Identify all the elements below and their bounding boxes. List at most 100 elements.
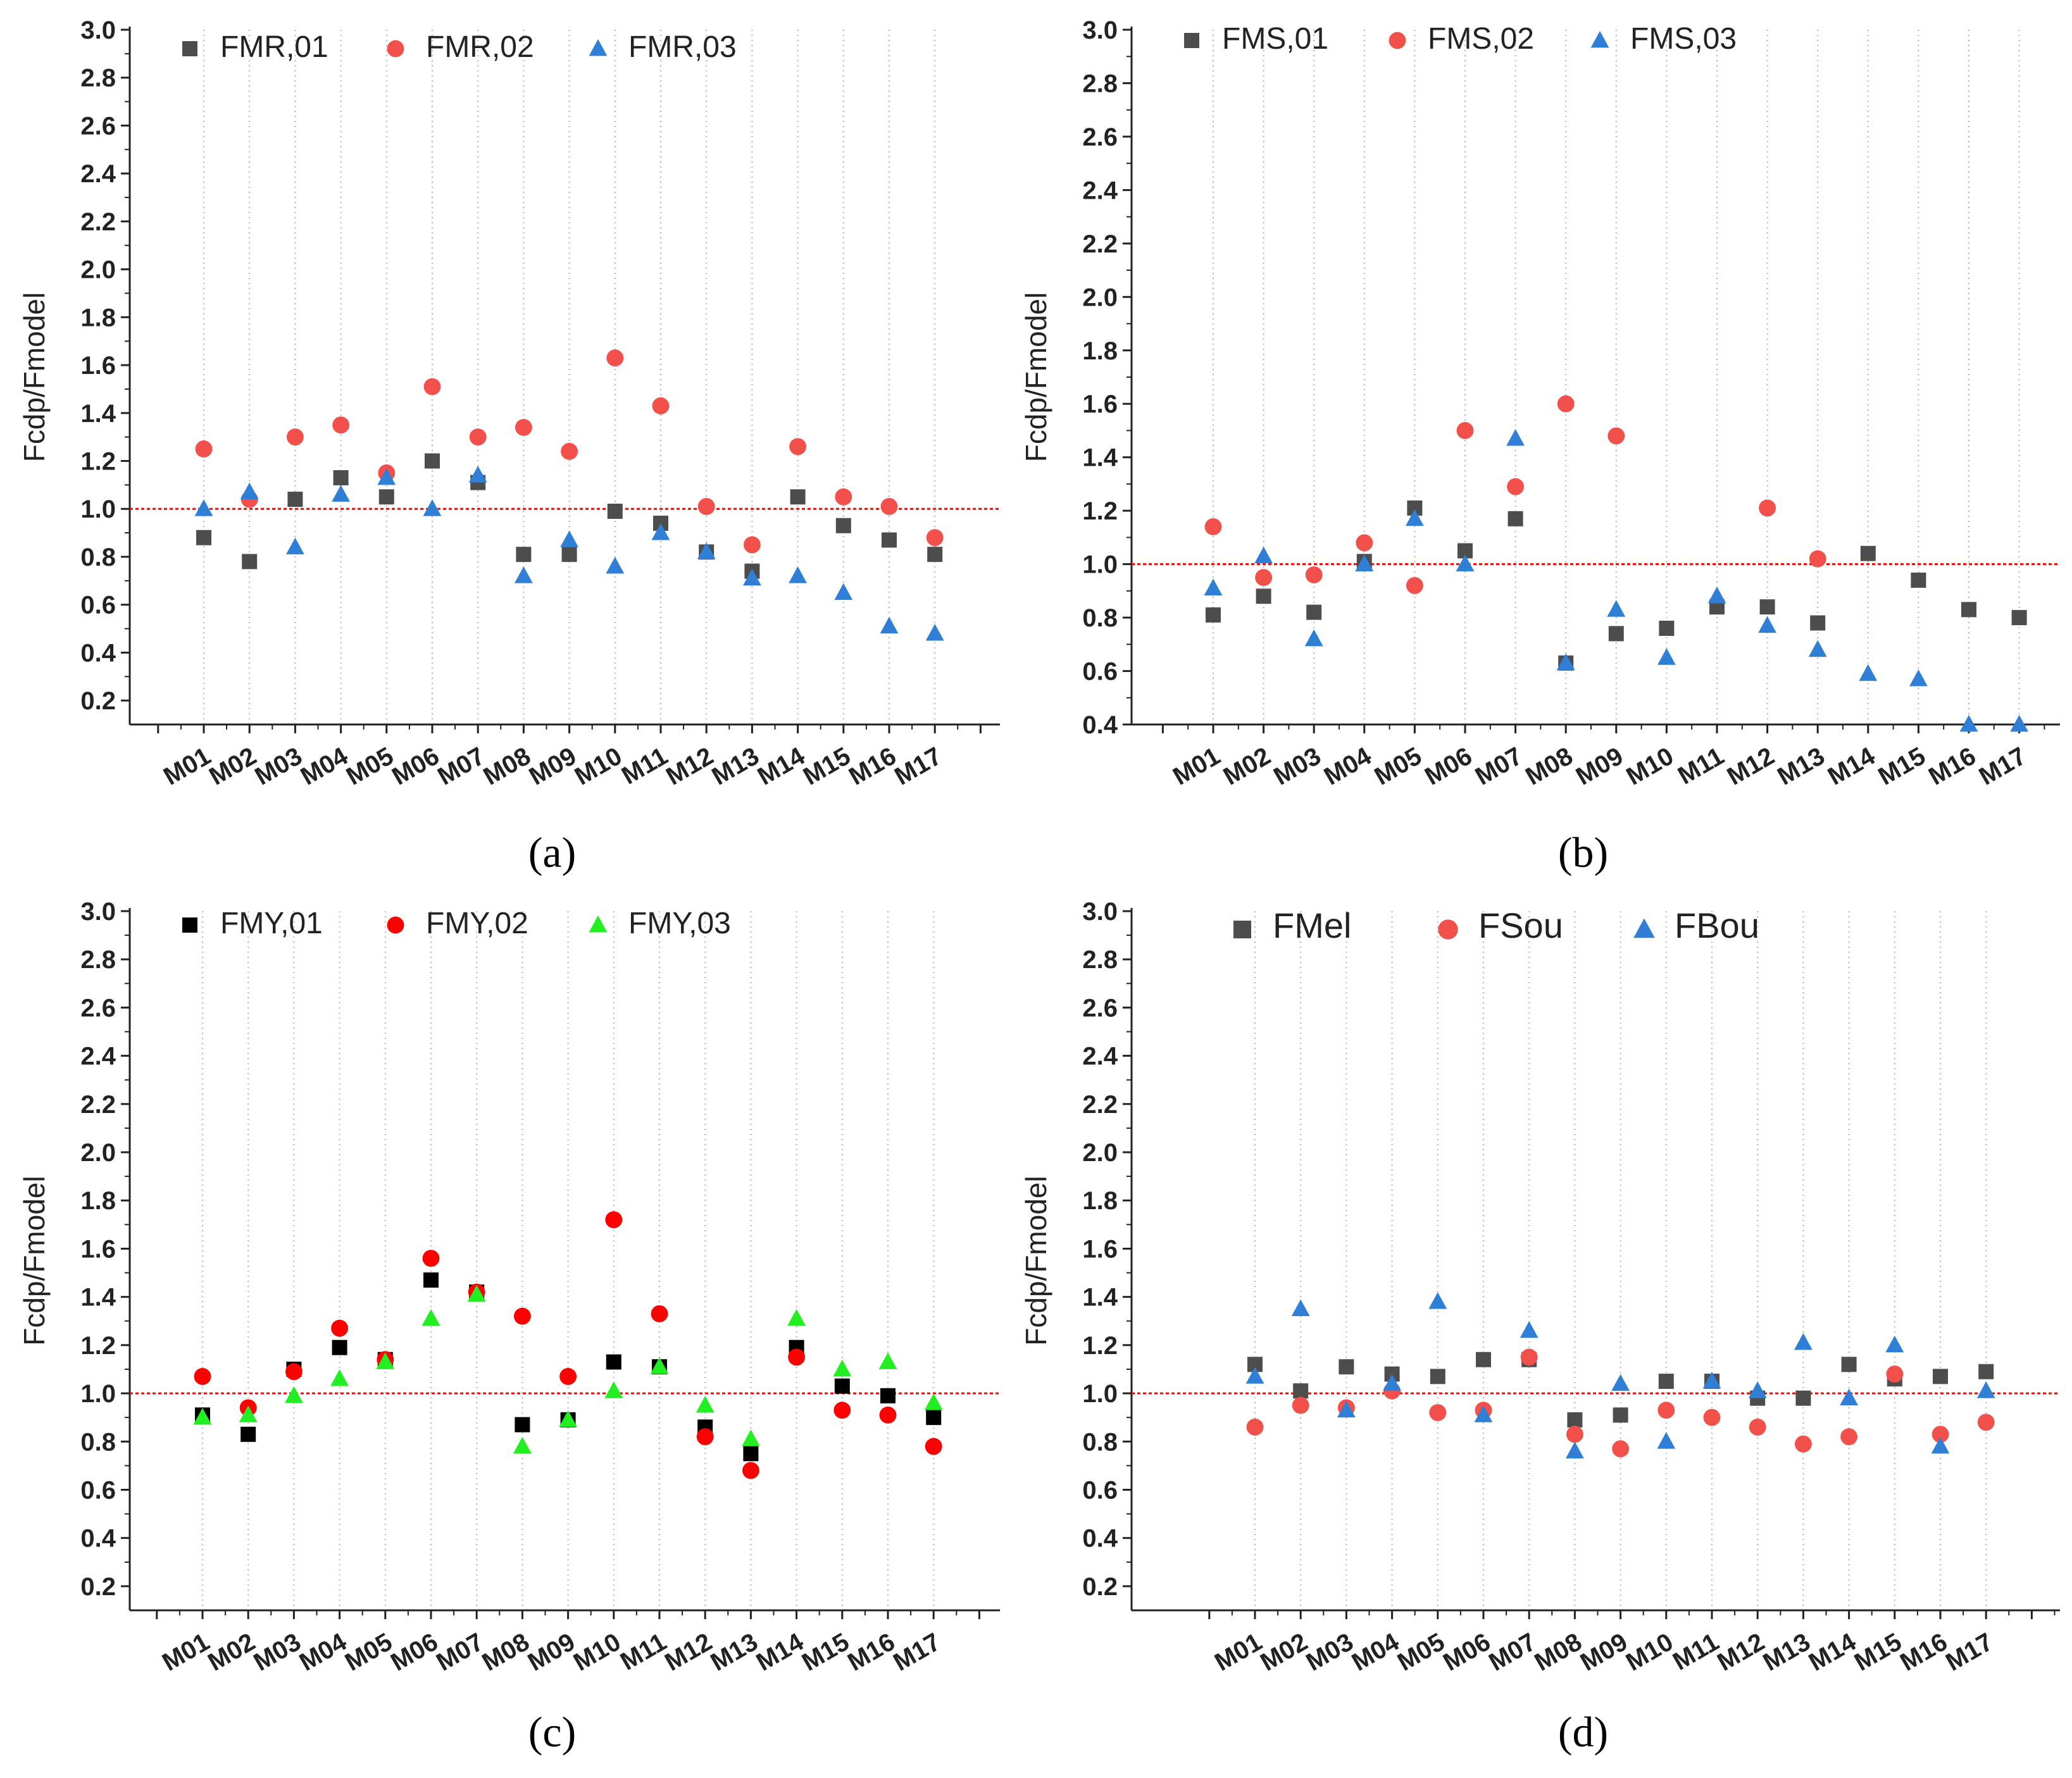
y-tick-label: 2.2 bbox=[1082, 230, 1118, 258]
series-3 bbox=[193, 1284, 943, 1454]
data-point bbox=[650, 1357, 669, 1374]
y-tick-label: 1.4 bbox=[80, 1284, 116, 1312]
data-point bbox=[194, 1367, 211, 1385]
data-point bbox=[880, 616, 899, 634]
data-point bbox=[285, 1386, 303, 1403]
data-point bbox=[833, 1402, 851, 1419]
y-tick-label: 1.6 bbox=[1082, 390, 1118, 418]
data-point bbox=[1749, 1418, 1766, 1436]
y-tick-label: 0.4 bbox=[80, 639, 116, 667]
data-point bbox=[513, 1307, 531, 1325]
data-point bbox=[697, 498, 715, 515]
data-point bbox=[285, 1363, 303, 1381]
data-point bbox=[1306, 604, 1322, 620]
data-point bbox=[422, 1250, 440, 1267]
data-point bbox=[1977, 1414, 1995, 1431]
data-point bbox=[332, 1340, 347, 1355]
data-point bbox=[1476, 1352, 1491, 1367]
data-point bbox=[787, 1309, 806, 1326]
y-tick-label: 1.8 bbox=[80, 304, 116, 332]
y-tick-label: 2.4 bbox=[80, 160, 116, 188]
y-axis-title: Fcdp/Fmodel bbox=[18, 292, 51, 462]
y-tick-label: 2.8 bbox=[80, 65, 116, 92]
data-point bbox=[1607, 427, 1625, 445]
data-point bbox=[926, 529, 944, 547]
y-tick-label: 2.2 bbox=[1082, 1091, 1118, 1119]
y-tick-label: 3.0 bbox=[80, 898, 116, 926]
legend-label: FMR,01 bbox=[220, 30, 328, 64]
data-point bbox=[423, 499, 442, 516]
data-point bbox=[1759, 499, 1776, 517]
data-point bbox=[1976, 1381, 1995, 1398]
data-point bbox=[1657, 648, 1676, 665]
legend-marker bbox=[387, 40, 404, 58]
y-tick-label: 1.6 bbox=[1082, 1235, 1118, 1263]
data-point bbox=[742, 1429, 760, 1446]
series-2 bbox=[195, 349, 944, 554]
data-point bbox=[559, 1367, 577, 1385]
y-tick-label: 1.2 bbox=[1082, 497, 1118, 525]
y-tick-label: 1.8 bbox=[1082, 337, 1118, 365]
chart-panel-1: 0.2 0.4 0.6 0.8 1.0 1.2 1.4 1.6 1.8 2.0 2.2 2.4 2.6 2… bbox=[18, 16, 1000, 876]
legend-marker bbox=[182, 41, 197, 56]
y-tick-label: 0.2 bbox=[80, 1573, 116, 1601]
x-tick-label: M12 bbox=[1723, 742, 1779, 791]
data-point bbox=[1659, 620, 1675, 636]
data-point bbox=[882, 532, 897, 548]
data-point bbox=[333, 470, 349, 486]
data-point bbox=[1206, 607, 1221, 623]
data-point bbox=[1474, 1405, 1493, 1422]
data-point bbox=[743, 568, 761, 586]
y-tick-label: 0.2 bbox=[80, 687, 116, 715]
legend-marker bbox=[1438, 919, 1458, 940]
data-point bbox=[376, 1352, 395, 1369]
data-point bbox=[425, 453, 440, 469]
data-point bbox=[195, 440, 213, 458]
y-tick-label: 2.0 bbox=[1082, 283, 1118, 311]
data-point bbox=[696, 1396, 715, 1413]
data-point bbox=[423, 378, 441, 395]
data-point bbox=[1933, 1369, 1948, 1384]
data-point bbox=[1658, 1374, 1674, 1389]
y-tick-label: 0.8 bbox=[1082, 604, 1118, 632]
legend-label: FMY,01 bbox=[220, 907, 323, 940]
series-1 bbox=[1206, 500, 2027, 671]
panel-label: (a) bbox=[528, 828, 576, 876]
data-point bbox=[1978, 1364, 1994, 1379]
data-point bbox=[1886, 1365, 1904, 1383]
data-point bbox=[1291, 1299, 1310, 1317]
y-tick-label: 1.4 bbox=[80, 400, 116, 428]
data-point bbox=[651, 523, 670, 540]
data-point bbox=[513, 1436, 532, 1454]
data-point bbox=[1429, 1404, 1447, 1421]
y-tick-label: 0.4 bbox=[1082, 711, 1118, 739]
y-tick-label: 2.0 bbox=[1082, 1139, 1118, 1167]
data-point bbox=[789, 438, 807, 456]
data-point bbox=[696, 1428, 714, 1446]
y-tick-label: 2.6 bbox=[80, 994, 116, 1022]
data-point bbox=[607, 504, 623, 519]
y-tick-label: 2.8 bbox=[80, 946, 116, 974]
y-tick-label: 0.8 bbox=[1082, 1428, 1118, 1456]
legend-marker bbox=[1184, 33, 1199, 48]
data-point bbox=[880, 1388, 896, 1403]
panel-label: (d) bbox=[1558, 1708, 1608, 1756]
data-point bbox=[515, 1417, 530, 1433]
data-point bbox=[239, 1405, 258, 1422]
data-point bbox=[879, 1406, 897, 1424]
y-tick-label: 1.6 bbox=[80, 352, 116, 380]
data-point bbox=[193, 1408, 212, 1425]
data-point bbox=[1256, 588, 1271, 604]
x-tick-label: M05 bbox=[1370, 742, 1426, 791]
y-tick-label: 0.6 bbox=[1082, 1476, 1118, 1504]
data-point bbox=[1702, 1371, 1721, 1389]
data-point bbox=[1608, 626, 1624, 642]
data-point bbox=[2010, 714, 2028, 732]
data-point bbox=[1611, 1374, 1630, 1391]
data-point bbox=[880, 498, 898, 515]
data-point bbox=[1566, 1441, 1584, 1458]
chart-panel-3: 0.2 0.4 0.6 0.8 1.0 1.2 1.4 1.6 1.8 2.0 2.2 2.4 2.6 2… bbox=[18, 898, 1000, 1756]
y-tick-label: 0.8 bbox=[80, 544, 116, 571]
legend-marker bbox=[1633, 918, 1655, 938]
